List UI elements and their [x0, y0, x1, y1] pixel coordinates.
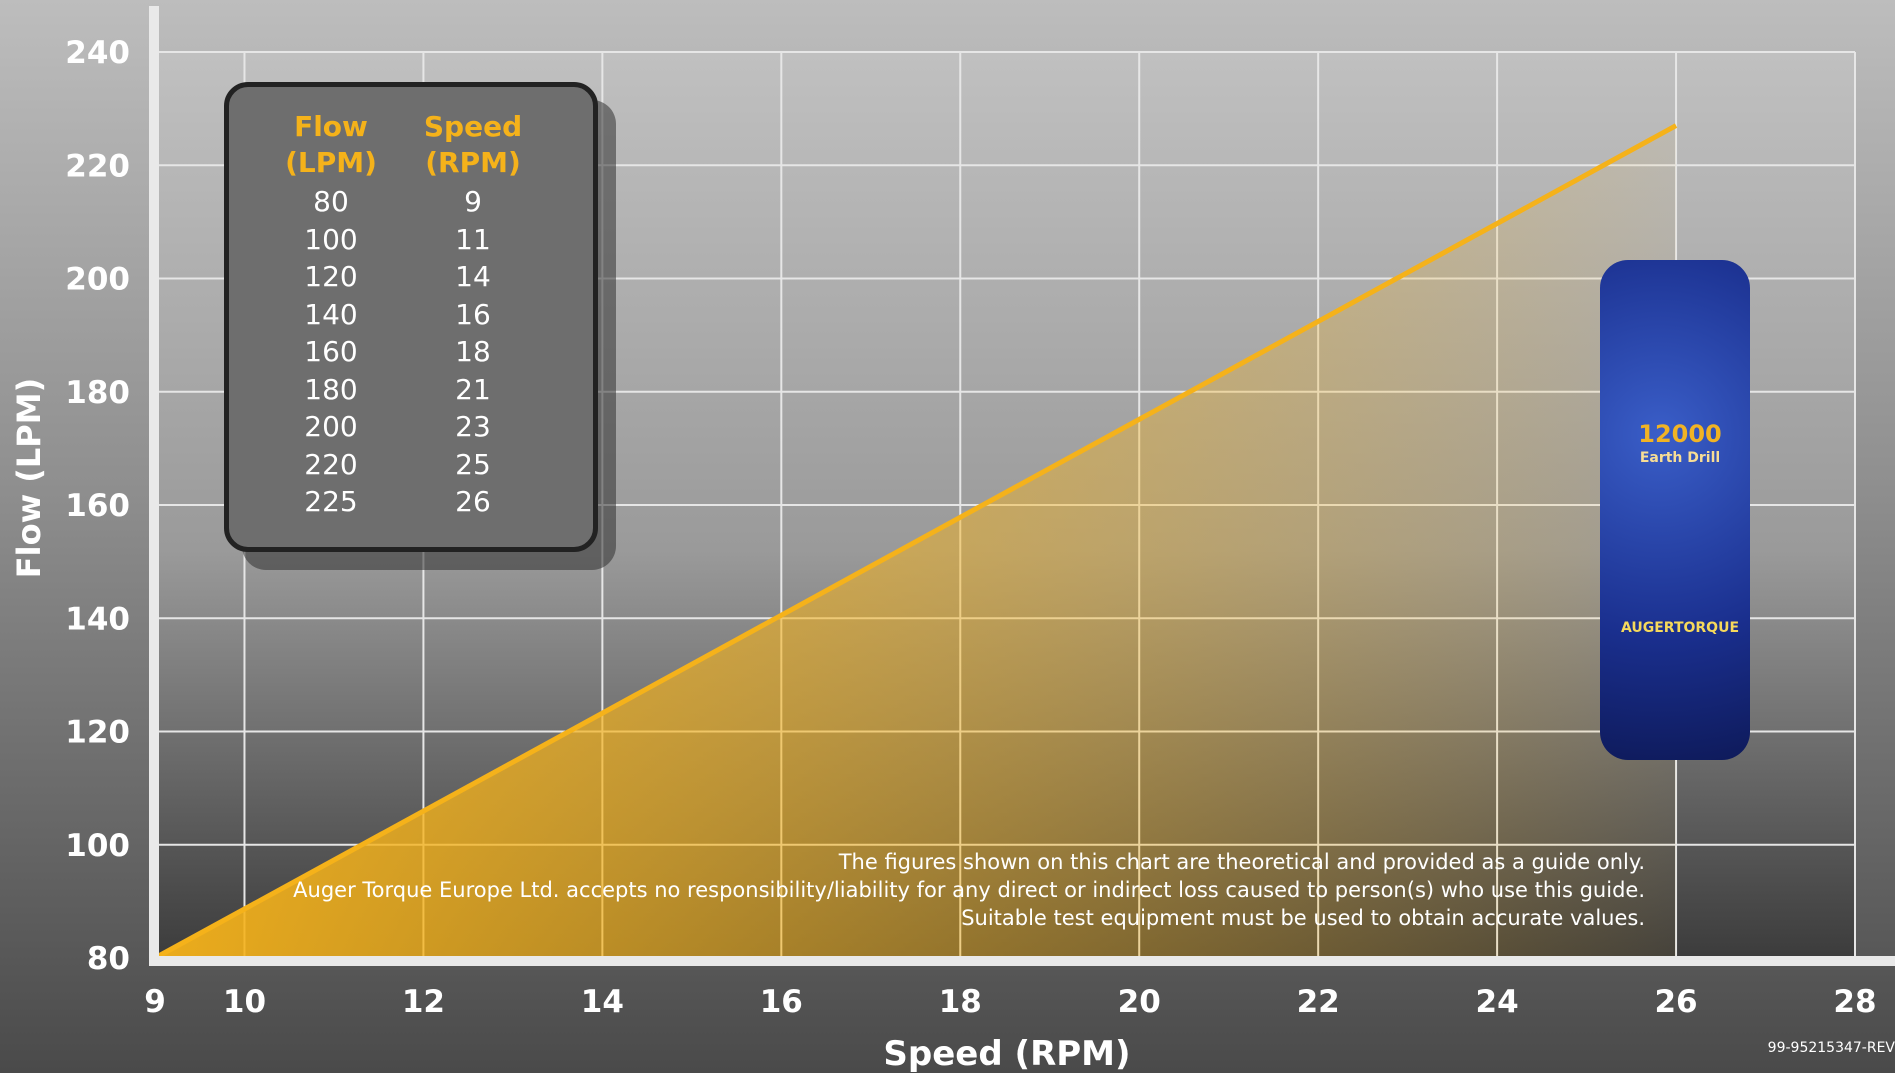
y-tick-label: 100: [65, 828, 130, 864]
disclaimer-line: Auger Torque Europe Ltd. accepts no resp…: [293, 878, 1645, 902]
disclaimer: The figures shown on this chart are theo…: [293, 848, 1645, 932]
x-tick-label: 9: [144, 984, 166, 1020]
table-row: 100 11: [229, 223, 593, 260]
table-row: 140 16: [229, 298, 593, 335]
flow-cell: 140: [304, 297, 358, 331]
auger-drive-image: 12000 Earth Drill AUGERTORQUE: [1590, 250, 1770, 770]
flow-cell: 100: [304, 222, 358, 256]
disclaimer-line: The figures shown on this chart are theo…: [838, 850, 1645, 874]
speed-cell: 25: [455, 447, 491, 481]
y-tick-label: 200: [65, 262, 130, 298]
speed-cell: 18: [455, 335, 491, 368]
table-row: 160 18: [229, 335, 593, 372]
speed-cell: 26: [455, 485, 491, 518]
x-tick-label: 28: [1833, 984, 1876, 1020]
product-model: 12000: [1638, 420, 1722, 448]
x-tick-label: 20: [1118, 984, 1161, 1020]
y-axis-label: Flow (LPM): [10, 378, 48, 578]
y-tick-label: 140: [65, 601, 130, 637]
flow-cell: 180: [304, 372, 358, 406]
y-tick-label: 160: [65, 488, 130, 524]
flow-cell: 120: [304, 260, 358, 293]
speed-cell: 21: [455, 372, 491, 406]
x-tick-label: 10: [223, 984, 266, 1020]
table-header-line: (RPM): [425, 146, 521, 179]
x-tick-label: 22: [1297, 984, 1340, 1020]
flow-cell: 80: [313, 185, 349, 218]
x-tick-label: 14: [581, 984, 624, 1020]
y-tick-label: 180: [65, 375, 130, 411]
x-tick-label: 16: [760, 984, 803, 1020]
table-row: 220 25: [229, 448, 593, 485]
table-row: 80 9: [229, 185, 593, 222]
y-tick-label: 240: [65, 35, 130, 71]
speed-cell: 23: [455, 410, 491, 443]
disclaimer-line: Suitable test equipment must be used to …: [961, 906, 1645, 930]
flow-cell: 220: [304, 447, 358, 481]
flow-cell: 225: [304, 485, 358, 518]
table-row: 120 14: [229, 260, 593, 297]
y-tick-label: 220: [65, 148, 130, 184]
speed-cell: 11: [455, 222, 491, 256]
flow-cell: 160: [304, 335, 358, 368]
speed-flow-table: Flow (LPM) Speed (RPM) 80 9 100 11 120 14 140 16 16…: [224, 82, 598, 552]
x-tick-label: 24: [1476, 984, 1519, 1020]
product-brand: AUGERTORQUE: [1620, 620, 1740, 636]
y-tick-label: 80: [87, 941, 130, 977]
speed-cell: 16: [455, 297, 491, 331]
x-tick-label: 18: [939, 984, 982, 1020]
y-tick-label: 120: [65, 715, 130, 751]
table-header: Speed (RPM): [413, 109, 533, 181]
table-header-line: Flow: [294, 110, 368, 143]
x-tick-label: 26: [1654, 984, 1697, 1020]
table-row: 200 23: [229, 410, 593, 447]
x-axis-label: Speed (RPM): [883, 1034, 1130, 1073]
x-axis: [149, 956, 1895, 966]
speed-cell: 9: [464, 185, 482, 218]
table-header-line: (LPM): [285, 146, 377, 179]
table-header-line: Speed: [423, 110, 523, 143]
table-row: 180 21: [229, 373, 593, 410]
x-tick-label: 12: [402, 984, 445, 1020]
table-row: 225 26: [229, 485, 593, 522]
table-header: Flow (LPM): [271, 109, 391, 181]
auger-drive-body: [1600, 260, 1750, 760]
y-axis: [149, 6, 159, 966]
series-line: [153, 123, 1678, 961]
speed-cell: 14: [455, 260, 491, 293]
product-label: Earth Drill: [1639, 450, 1721, 466]
document-code: 99-95215347-REV: [1767, 1040, 1895, 1056]
flow-cell: 200: [304, 410, 358, 443]
